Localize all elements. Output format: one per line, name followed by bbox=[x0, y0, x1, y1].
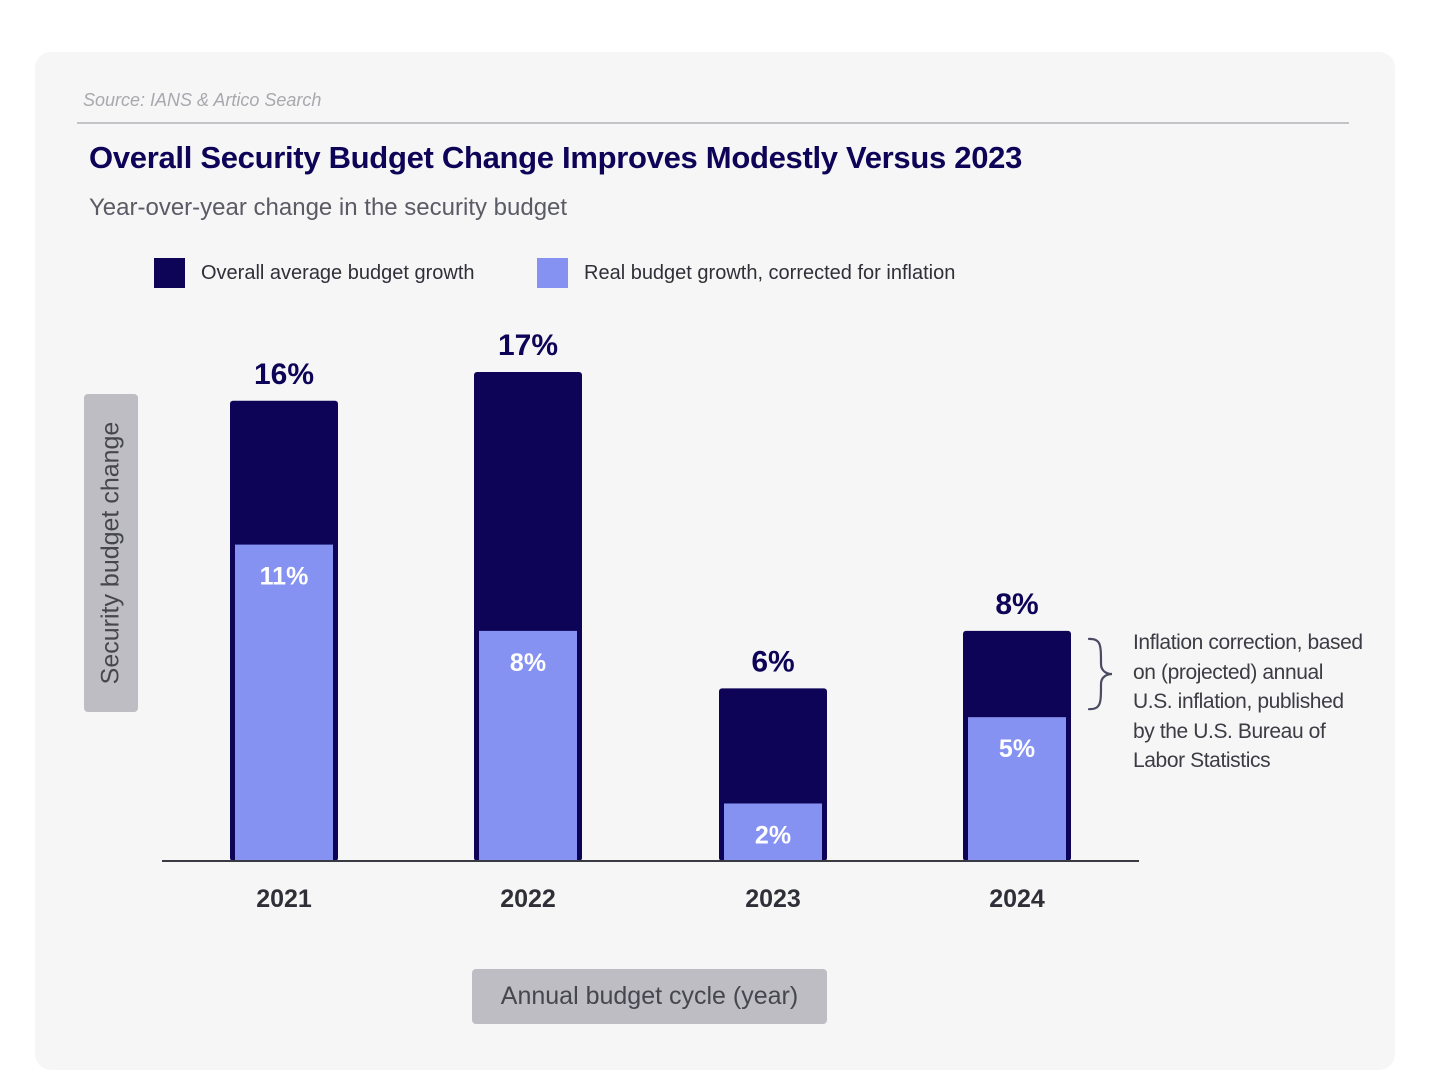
data-label-overall-2022: 17% bbox=[498, 329, 558, 362]
legend-swatch-overall bbox=[154, 258, 185, 288]
bar-real-2021 bbox=[235, 544, 333, 861]
header-divider bbox=[77, 122, 1349, 124]
data-label-overall-2021: 16% bbox=[254, 358, 314, 391]
chart-subtitle: Year-over-year change in the security bu… bbox=[89, 194, 568, 221]
inflation-annotation: Inflation correction, based on (projecte… bbox=[1133, 631, 1363, 773]
x-axis-label: Annual budget cycle (year) bbox=[500, 982, 799, 1010]
data-label-real-2024: 5% bbox=[999, 735, 1035, 763]
x-tick-label-2023: 2023 bbox=[745, 885, 801, 913]
data-label-real-2023: 2% bbox=[755, 821, 791, 849]
chart-title: Overall Security Budget Change Improves … bbox=[89, 140, 1023, 175]
bar-real-2024 bbox=[968, 717, 1066, 861]
legend-swatch-real bbox=[537, 258, 568, 288]
x-tick-label-2024: 2024 bbox=[989, 885, 1045, 913]
y-axis-label-box bbox=[84, 394, 138, 712]
x-axis-label-box: Annual budget cycle (year) bbox=[472, 969, 827, 1024]
bar-real-2022 bbox=[479, 630, 577, 861]
inflation-brace-icon bbox=[1087, 637, 1113, 711]
data-label-overall-2024: 8% bbox=[995, 588, 1038, 621]
source-note: Source: IANS & Artico Search bbox=[83, 90, 322, 110]
data-label-overall-2023: 6% bbox=[751, 645, 794, 678]
x-tick-label-2021: 2021 bbox=[256, 885, 312, 913]
data-label-real-2022: 8% bbox=[510, 649, 546, 677]
bar-real-2023 bbox=[724, 803, 822, 861]
x-tick-label-2022: 2022 bbox=[500, 885, 556, 913]
data-label-real-2021: 11% bbox=[260, 563, 309, 591]
legend-label-real: Real budget growth, corrected for inflat… bbox=[584, 262, 956, 284]
legend-label-overall: Overall average budget growth bbox=[201, 262, 475, 284]
